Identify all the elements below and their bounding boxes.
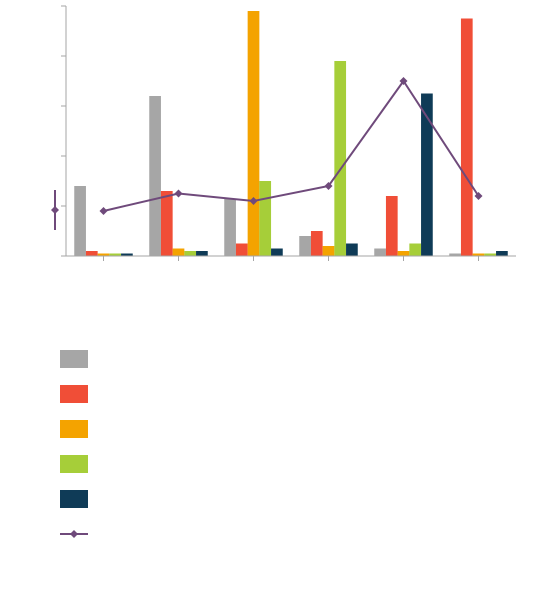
bar-series2 xyxy=(86,251,98,256)
bar-series4 xyxy=(334,61,346,256)
bar-series1 xyxy=(74,186,86,256)
legend-swatch-series1 xyxy=(60,350,88,368)
bar-series2 xyxy=(311,231,323,256)
bar-series5 xyxy=(196,251,208,256)
bar-series4 xyxy=(184,251,196,256)
bar-series3 xyxy=(248,11,260,256)
bar-series1 xyxy=(224,199,236,257)
bar-series5 xyxy=(271,249,283,257)
bar-series1 xyxy=(149,96,161,256)
bar-series5 xyxy=(496,251,508,256)
bar-series3 xyxy=(323,246,335,256)
bar-series1 xyxy=(374,249,386,257)
bar-series4 xyxy=(409,244,421,257)
bar-series5 xyxy=(346,244,358,257)
bar-series2 xyxy=(236,244,248,257)
legend-swatch-series5 xyxy=(60,490,88,508)
legend-swatch-series2 xyxy=(60,385,88,403)
bar-series2 xyxy=(386,196,398,256)
legend-swatch-series3 xyxy=(60,420,88,438)
bar-series3 xyxy=(173,249,185,257)
bar-series1 xyxy=(299,236,311,256)
bar-series3 xyxy=(398,251,410,256)
bar-series2 xyxy=(161,191,173,256)
bar-series4 xyxy=(259,181,271,256)
combo-chart xyxy=(0,0,541,590)
legend-swatch-series4 xyxy=(60,455,88,473)
bar-series2 xyxy=(461,19,473,257)
